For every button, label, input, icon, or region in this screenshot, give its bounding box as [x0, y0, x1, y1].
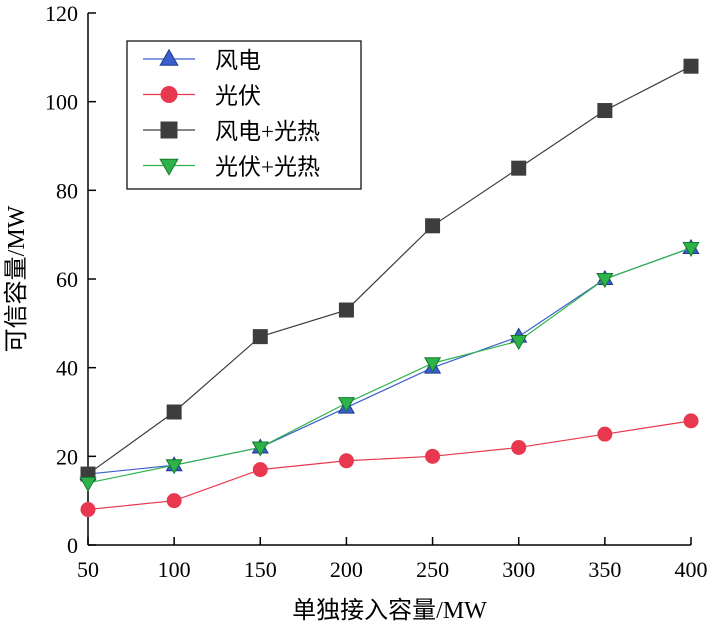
data-point	[511, 439, 527, 455]
data-point	[80, 502, 96, 518]
legend-marker	[160, 121, 178, 139]
data-point	[165, 459, 183, 475]
data-point	[425, 448, 441, 464]
legend-entry: 光伏+光热	[143, 155, 320, 180]
series-line	[87, 247, 692, 484]
data-point	[510, 335, 528, 351]
x-tick-label: 350	[588, 557, 621, 582]
data-point	[251, 441, 269, 457]
x-tick-label: 300	[502, 557, 535, 582]
y-tick-label: 100	[45, 90, 78, 115]
legend-label: 光伏+光热	[215, 155, 320, 180]
y-tick-label: 60	[56, 267, 78, 292]
legend-label: 光伏	[215, 84, 261, 109]
y-tick-label: 80	[56, 178, 78, 203]
data-point	[338, 453, 354, 469]
y-tick-label: 120	[45, 1, 78, 26]
x-tick-label: 250	[416, 557, 449, 582]
series-2	[80, 413, 699, 518]
series-4	[79, 241, 700, 493]
x-tick-label: 400	[675, 557, 708, 582]
data-point	[683, 413, 699, 429]
legend-marker	[159, 48, 179, 66]
data-point	[596, 272, 614, 289]
data-point	[337, 397, 356, 413]
data-point	[338, 302, 354, 318]
data-point	[683, 58, 699, 74]
x-tick-label: 200	[330, 557, 363, 582]
data-point	[252, 462, 268, 478]
legend-marker	[159, 158, 179, 176]
legend-label: 风电	[215, 48, 261, 73]
x-tick-label: 100	[158, 557, 191, 582]
y-tick-label: 20	[56, 444, 78, 469]
series-3	[80, 58, 699, 482]
data-point	[252, 329, 268, 345]
data-point	[597, 426, 613, 442]
x-tick-label: 50	[77, 557, 99, 582]
x-tick-label: 150	[244, 557, 277, 582]
plot-area	[79, 58, 700, 518]
legend-marker	[160, 86, 178, 103]
series-line	[87, 420, 692, 511]
data-point	[79, 476, 97, 493]
x-axis-label: 单独接入容量/MW	[292, 597, 487, 624]
legend-entry: 风电	[143, 48, 261, 73]
axes: 50 100 150 200 250 300 350 400 0 20 40 60 80 100 120	[45, 1, 708, 582]
legend-entry: 光伏	[143, 84, 261, 109]
y-axis-label: 可信容量/MW	[3, 205, 30, 352]
data-point	[166, 493, 182, 509]
data-point	[425, 218, 441, 234]
data-point	[597, 103, 613, 119]
series-line	[87, 65, 692, 475]
y-tick-label: 40	[56, 356, 78, 381]
legend-label: 风电+光热	[215, 119, 320, 144]
legend-entry: 风电+光热	[143, 119, 320, 144]
y-tick-label: 0	[67, 533, 78, 558]
data-point	[511, 160, 527, 176]
data-point	[682, 241, 700, 258]
data-point	[423, 357, 442, 373]
data-point	[166, 404, 182, 420]
